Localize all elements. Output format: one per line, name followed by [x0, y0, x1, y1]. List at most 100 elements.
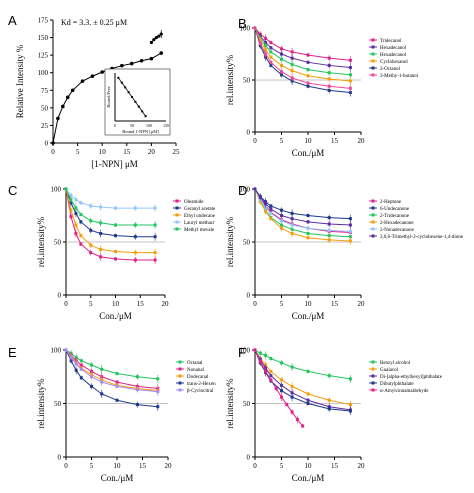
legend-item: Oleamide: [184, 200, 204, 205]
legend-item: Ethyl undecane: [184, 214, 216, 219]
data-point: [327, 222, 331, 226]
data-point: [135, 403, 139, 407]
data-point: [348, 229, 352, 233]
data-point: [290, 410, 294, 414]
data-point: [306, 220, 310, 224]
y-tick-label: 100: [240, 347, 251, 355]
data-point: [348, 73, 352, 77]
legend-item: Guaiacol: [380, 368, 399, 373]
data-point: [90, 375, 93, 379]
legend-marker: [371, 367, 375, 371]
data-point: [80, 79, 85, 83]
data-point: [348, 223, 352, 227]
legend-item: Cyclohexanol: [380, 60, 408, 65]
data-point: [133, 251, 137, 255]
data-point: [327, 88, 331, 92]
data-point: [327, 56, 331, 60]
data-point: [264, 52, 268, 56]
data-point: [290, 395, 294, 399]
inset-data-point: [141, 110, 144, 113]
inset-x-title: Bound 1-NPN [μM]: [122, 129, 159, 134]
x-axis-title: Con./μM: [99, 311, 132, 321]
data-point: [64, 348, 68, 352]
legend-marker: [371, 66, 375, 70]
data-point: [258, 360, 262, 364]
data-point: [79, 220, 83, 224]
y-tick-label: 100: [240, 186, 251, 194]
legend-marker: [175, 227, 179, 231]
legend-item: Methyl mevale: [184, 228, 215, 233]
x-tick-label: 15: [331, 462, 339, 470]
data-point: [70, 88, 75, 93]
data-point: [306, 84, 310, 88]
data-point: [114, 223, 117, 227]
data-point: [348, 79, 352, 83]
data-point: [327, 216, 331, 220]
data-point: [264, 48, 268, 52]
inset-data-point: [131, 96, 133, 98]
legend-marker: [178, 374, 182, 378]
data-point: [153, 235, 157, 239]
data-point: [90, 369, 93, 373]
legend-marker: [371, 45, 375, 49]
x-tick-label: 0: [51, 148, 55, 156]
panel-c: C 0 5 10 15 20 0 50 100 Con./μM rel.intensity% Olea…: [8, 183, 216, 321]
data-point: [269, 211, 273, 215]
data-point: [100, 367, 104, 371]
data-point: [306, 81, 310, 85]
x-tick-label: 5: [90, 462, 94, 470]
x-tick-label: 5: [89, 300, 93, 308]
data-point: [79, 363, 83, 367]
data-point: [269, 374, 273, 378]
x-axis-title: Con./μM: [292, 148, 325, 158]
legend-marker: [371, 206, 375, 210]
x-axis-title: Con./μM: [292, 473, 325, 483]
data-point: [153, 206, 157, 210]
panel-letter: B: [238, 16, 247, 31]
data-point: [348, 66, 352, 70]
data-point: [89, 251, 93, 255]
legend-item: Lauryl methacr: [184, 221, 215, 226]
inset-x-tick-label: 150: [163, 123, 169, 128]
data-point: [79, 234, 83, 238]
y-axis-title: rel.intensity%: [225, 378, 235, 429]
data-point: [327, 407, 331, 411]
x-tick-label: 10: [114, 462, 122, 470]
x-tick-label: 20: [165, 462, 173, 470]
y-tick-label: 0: [58, 454, 62, 462]
data-point: [269, 378, 273, 382]
data-point: [269, 46, 273, 50]
data-point: [89, 228, 93, 232]
data-point: [69, 355, 73, 359]
y-tick-label: 25: [41, 122, 49, 130]
data-point: [149, 40, 153, 45]
data-point: [348, 58, 352, 62]
x-tick-label: 15: [137, 300, 145, 308]
data-point: [69, 208, 73, 212]
data-point: [79, 212, 83, 216]
data-point: [133, 223, 137, 227]
data-point: [306, 369, 310, 373]
panel-f: F 0 5 10 15 20 0 50 100 Con./μM rel.intensity% Benz…: [225, 345, 443, 483]
x-tick-label: 25: [173, 148, 181, 156]
legend-item: Benzyl alcohol: [380, 361, 411, 366]
data-point: [290, 56, 294, 60]
data-point: [114, 206, 117, 210]
panel-letter: C: [8, 183, 17, 198]
legend-marker: [371, 388, 375, 392]
data-point: [348, 403, 352, 407]
data-point: [290, 391, 294, 395]
y-tick-label: 150: [38, 34, 49, 42]
panel-a: A 0 5 10 15 20 25 0 25 50 75 100 125 150 175 [1-NPN] μM…: [8, 13, 180, 169]
x-tick-label: 15: [331, 137, 339, 145]
data-point: [280, 226, 283, 230]
data-point: [285, 403, 289, 407]
series-line-1: [254, 349, 351, 380]
data-point: [327, 398, 331, 402]
data-point: [280, 208, 283, 212]
inset-data-point: [127, 91, 130, 94]
legend-marker: [178, 388, 182, 392]
x-tick-label: 20: [358, 137, 366, 145]
data-point: [154, 35, 158, 40]
data-point: [290, 232, 294, 236]
